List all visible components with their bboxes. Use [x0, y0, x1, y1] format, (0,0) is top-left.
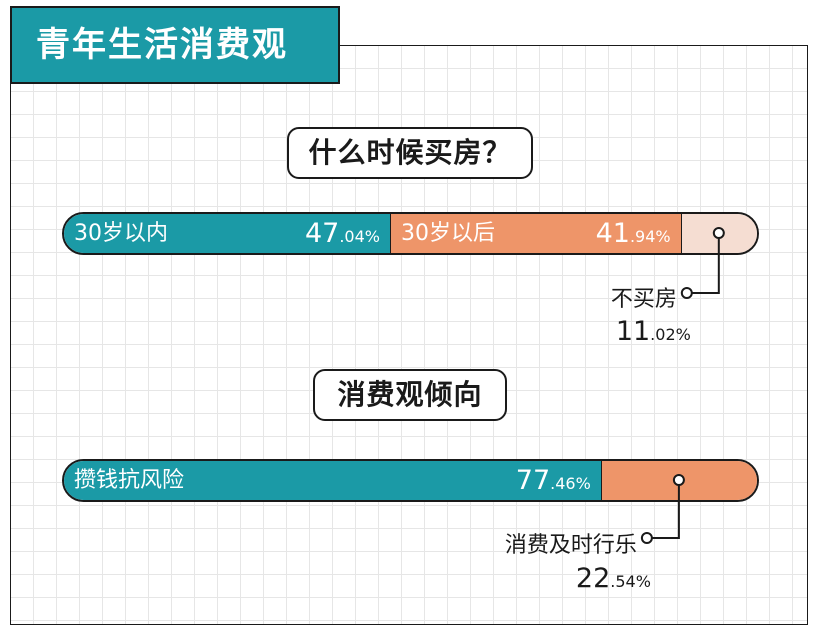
chart-2-title: 消费观倾向: [313, 369, 507, 421]
chart-1-segment-2-label: 30岁以后: [400, 221, 495, 246]
chart-1-segment-3: [680, 214, 757, 253]
chart-1-segment-2: 30岁以后 41.94%: [389, 214, 681, 253]
chart-2-segment-1-value: 77.46%: [515, 465, 591, 496]
chart-2-segment-1: 攒钱抗风险 77.46%: [64, 461, 601, 500]
page-title: 青年生活消费观: [10, 6, 340, 84]
chart-1-segment-3-value: 11.02%: [615, 316, 691, 347]
chart-1-stacked-bar: 30岁以内 47.04% 30岁以后 41.94%: [62, 212, 759, 255]
chart-1-segment-1-value: 47.04%: [304, 218, 380, 249]
chart-1-segment-1: 30岁以内 47.04%: [64, 214, 390, 253]
chart-1-segment-3-label: 不买房: [610, 287, 677, 312]
chart-2-stacked-bar: 攒钱抗风险 77.46%: [62, 459, 759, 502]
chart-2-segment-2: [600, 461, 757, 500]
chart-1-title: 什么时候买房？: [287, 127, 533, 179]
chart-2-segment-2-label: 消费及时行乐: [504, 533, 637, 558]
chart-2-segment-1-label: 攒钱抗风险: [74, 468, 185, 493]
chart-1-segment-1-label: 30岁以内: [74, 221, 168, 246]
chart-1-segment-2-value: 41.94%: [595, 218, 671, 249]
chart-2-segment-2-value: 22.54%: [575, 563, 651, 594]
